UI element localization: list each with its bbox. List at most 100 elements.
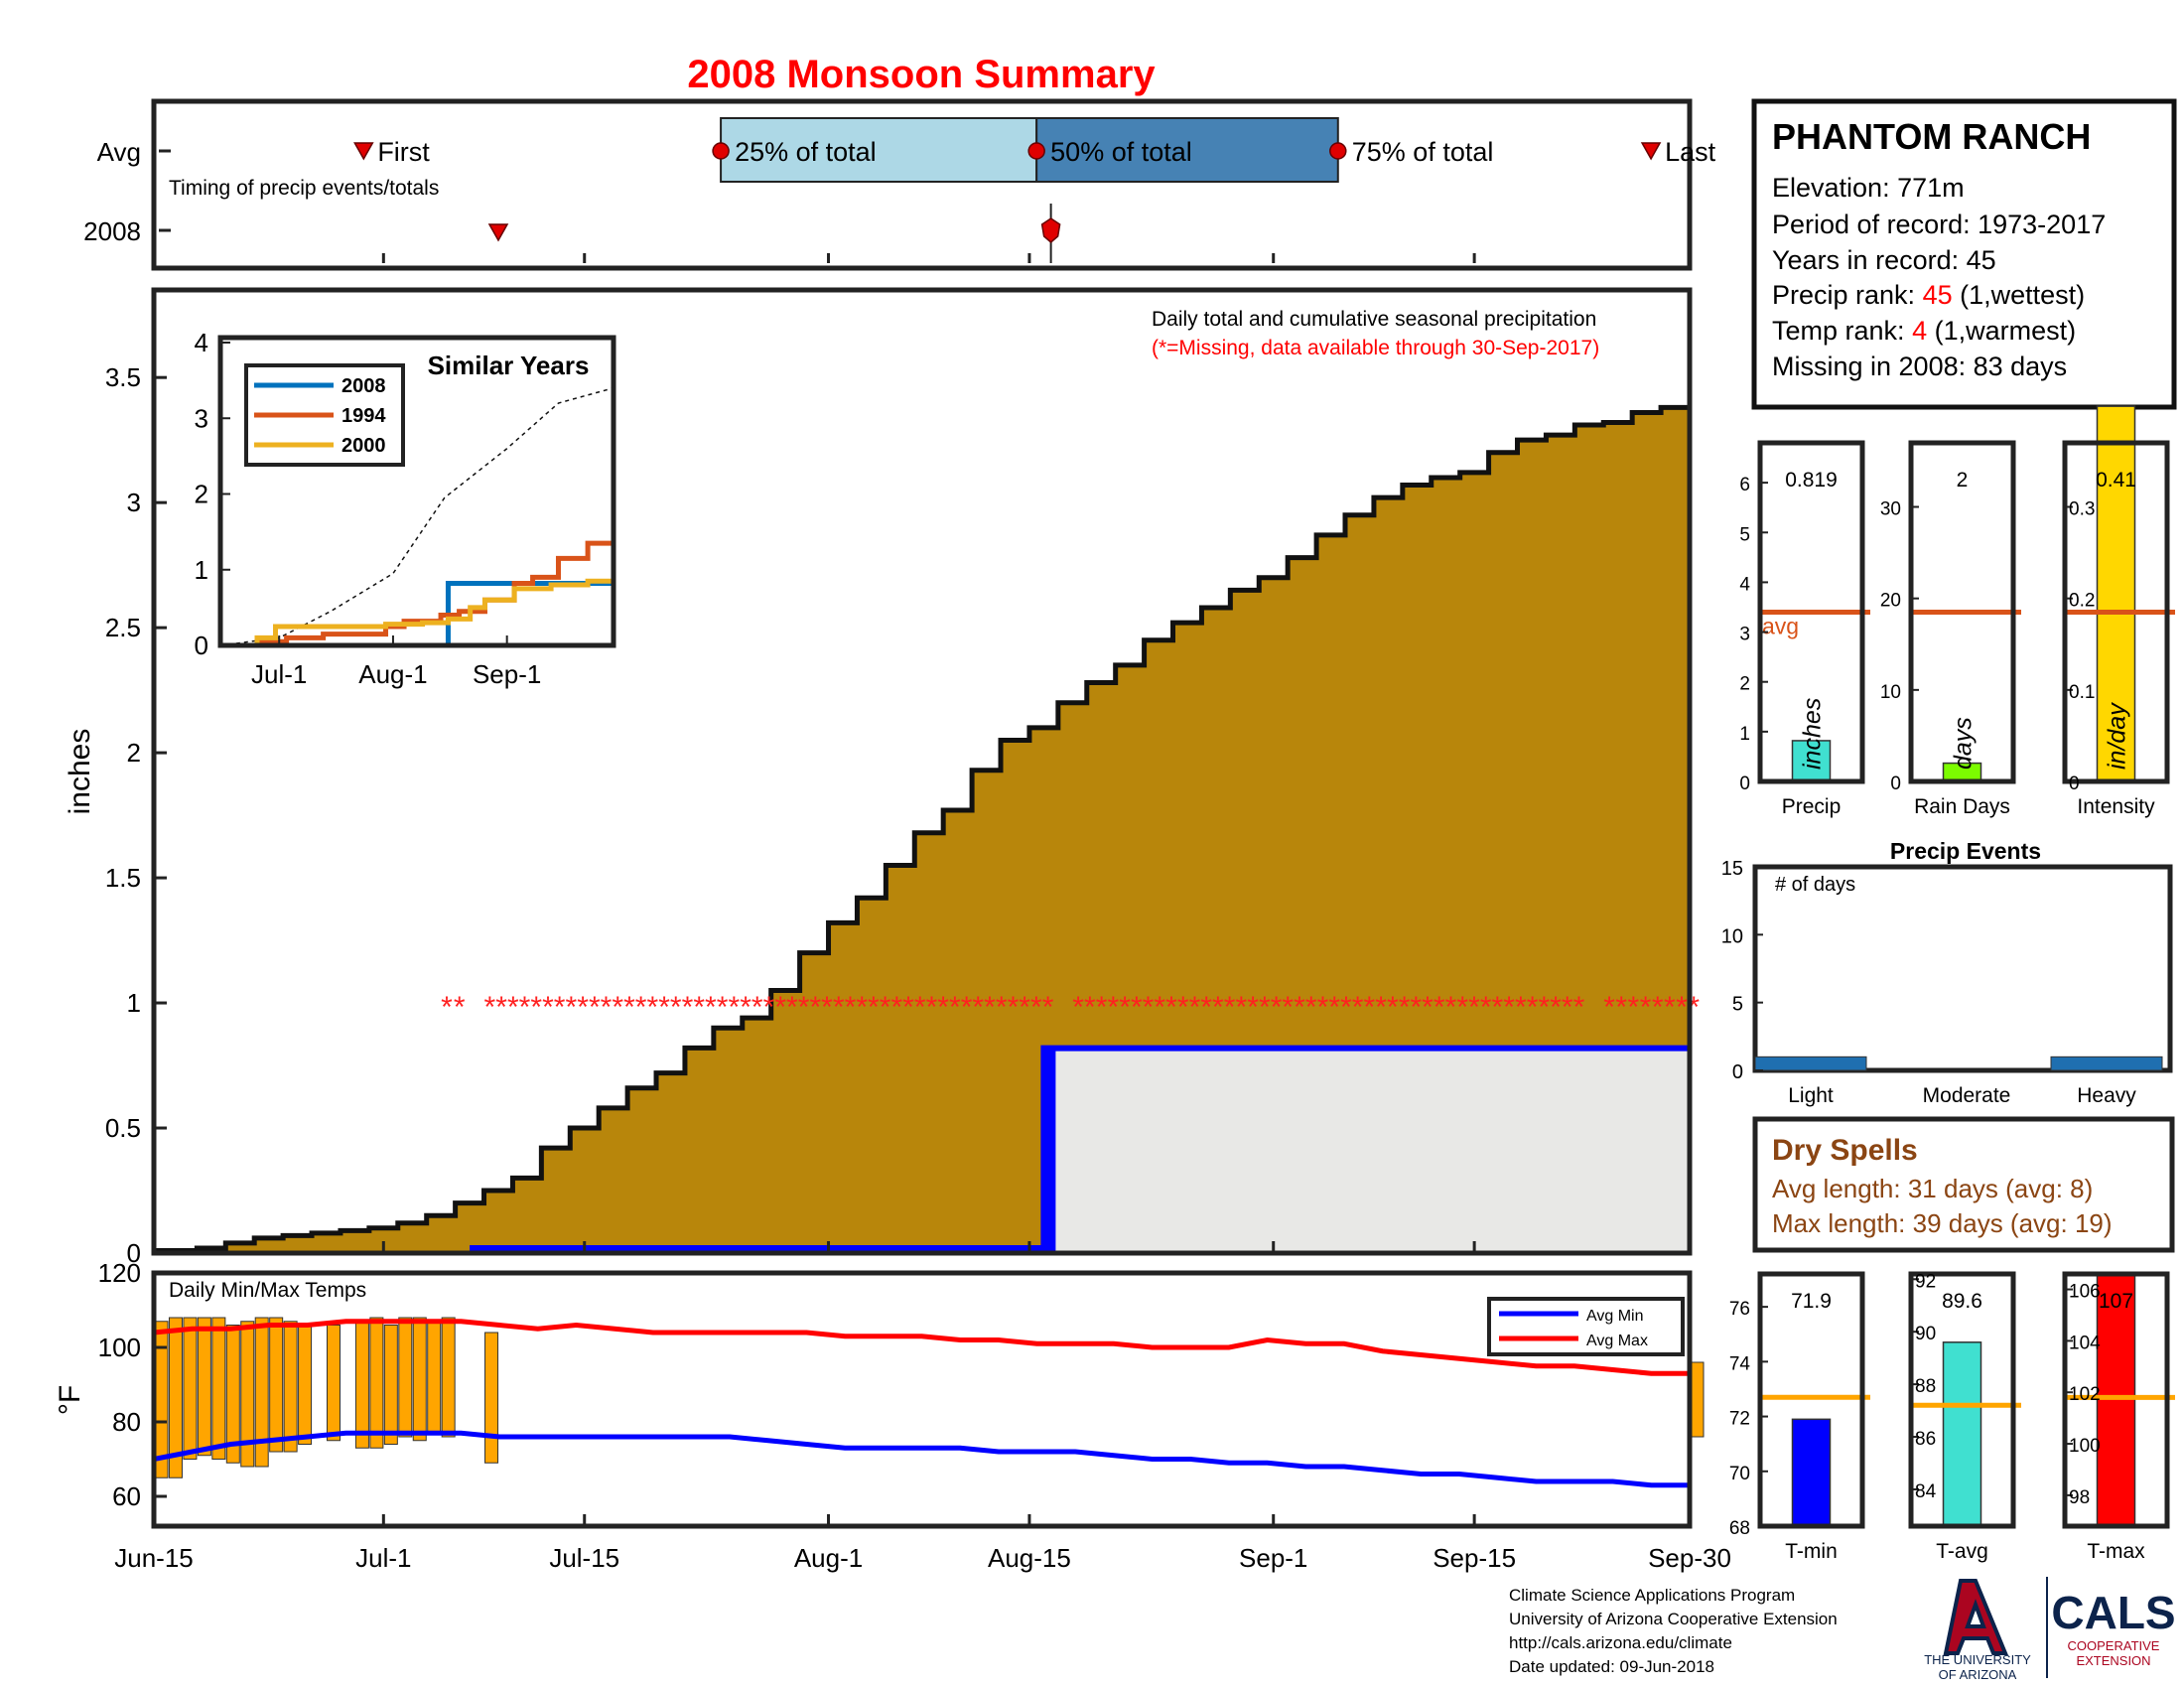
timing-first-label: First bbox=[377, 137, 430, 167]
station-years: Years in record: 45 bbox=[1772, 245, 1996, 275]
temps-ytick-label: 60 bbox=[112, 1481, 141, 1511]
temp-ytick-label: 88 bbox=[1915, 1376, 1936, 1397]
temp-ytick-label: 98 bbox=[2069, 1487, 2090, 1508]
events-frame bbox=[1752, 864, 2173, 1073]
temp-ytick-label: 70 bbox=[1729, 1464, 1750, 1484]
events-title: Precip Events bbox=[1890, 838, 2041, 864]
daily-temps-chart: Daily Min/Max Temps °F Avg Min Avg Max 6… bbox=[54, 1258, 1731, 1573]
temp-ytick-label: 90 bbox=[1915, 1324, 1936, 1344]
summary-bar-panels: 0.819 inches Precip avg 0 1 2 3 4 5 6 2 days Rain Day… bbox=[1739, 405, 2175, 818]
daily-temp-bar bbox=[412, 1317, 427, 1442]
daily-temp-bar bbox=[326, 1325, 341, 1442]
inset-series-1994 bbox=[220, 520, 616, 648]
daily-temp-bar bbox=[369, 1317, 384, 1449]
temps-caption: Daily Min/Max Temps bbox=[169, 1279, 366, 1302]
daily-temp-bar bbox=[1690, 1361, 1705, 1438]
figure-title: 2008 Monsoon Summary bbox=[687, 53, 1156, 96]
main-ylabel: inches bbox=[64, 729, 96, 815]
avg-first-marker-icon bbox=[353, 142, 374, 161]
year-p50-marker-icon bbox=[1040, 217, 1061, 243]
cals-logo: CALS COOPERATIVE EXTENSION bbox=[2051, 1587, 2175, 1668]
station-name: PHANTOM RANCH bbox=[1772, 116, 2091, 157]
daily-temp-bar bbox=[211, 1317, 226, 1460]
station-missing: Missing in 2008: 83 days bbox=[1772, 352, 2067, 381]
temp-ytick-label: 102 bbox=[2069, 1384, 2101, 1405]
temp-ytick-label: 100 bbox=[2069, 1436, 2101, 1457]
events-ytick-label: 0 bbox=[1732, 1061, 1743, 1083]
timing-box-25-50 bbox=[720, 117, 1038, 183]
cals-wordmark: CALS bbox=[2051, 1587, 2175, 1638]
precip-rank-value: 45 bbox=[1923, 280, 1953, 310]
temps-xtick-label: Aug-1 bbox=[794, 1543, 863, 1573]
temp-ytick-label: 92 bbox=[1915, 1271, 1936, 1292]
summary-xlabel: Precip bbox=[1782, 795, 1842, 818]
main-ytick-label: 1.5 bbox=[105, 863, 141, 893]
daily-temp-bar bbox=[298, 1325, 313, 1445]
temp-rank-label: Temp rank: bbox=[1772, 316, 1912, 346]
summary-panel-frame bbox=[2062, 440, 2170, 784]
avg-last-marker-icon bbox=[1640, 142, 1662, 161]
summary-ytick-label: 20 bbox=[1880, 591, 1901, 612]
temp-value-label: 71.9 bbox=[1791, 1290, 1832, 1313]
inset-ytick-label: 0 bbox=[195, 631, 208, 660]
temp-ytick-label: 106 bbox=[2069, 1282, 2101, 1303]
temps-xtick-label: Sep-30 bbox=[1648, 1543, 1731, 1573]
missing-days-markers: ******** bbox=[1603, 991, 1700, 1024]
timing-p50-label: 50% of total bbox=[1050, 137, 1192, 167]
main-ytick-label: 1 bbox=[127, 988, 141, 1018]
ua-line-2: OF ARIZONA bbox=[1939, 1667, 2017, 1682]
summary-ytick-label: 0.3 bbox=[2069, 499, 2095, 520]
footer-line-1: Climate Science Applications Program bbox=[1509, 1586, 1795, 1605]
year-cumulative-step bbox=[1043, 1048, 1056, 1253]
avg-p75-marker-icon bbox=[1329, 142, 1347, 160]
temps-legend-box bbox=[1487, 1297, 1685, 1356]
events-bar-Heavy bbox=[2050, 1055, 2163, 1071]
temps-xtick-label: Jul-1 bbox=[355, 1543, 411, 1573]
year-first-marker-icon bbox=[487, 223, 509, 242]
dry-avg: Avg length: 31 days (avg: 8) bbox=[1772, 1174, 2093, 1203]
temps-plot-frame bbox=[151, 1270, 1693, 1529]
summary-unit-label: in/day bbox=[2104, 702, 2131, 770]
temps-xtick-label: Aug-15 bbox=[988, 1543, 1071, 1573]
events-xlabel: Moderate bbox=[1923, 1084, 2011, 1107]
dry-title: Dry Spells bbox=[1772, 1134, 1918, 1167]
footer-line-4: Date updated: 09-Jun-2018 bbox=[1509, 1657, 1714, 1676]
temp-panel-frame bbox=[2062, 1271, 2170, 1529]
summary-value-label: 0.41 bbox=[2096, 469, 2136, 492]
main-ytick-label: 0 bbox=[127, 1238, 141, 1268]
summary-ytick-label: 4 bbox=[1739, 574, 1750, 595]
daily-temp-bar bbox=[398, 1317, 413, 1438]
footer-line-2: University of Arizona Cooperative Extens… bbox=[1509, 1610, 1838, 1628]
university-of-arizona-logo: THE UNIVERSITY OF ARIZONA bbox=[1924, 1579, 2031, 1682]
main-ytick-label: 3 bbox=[127, 488, 141, 517]
footer: Climate Science Applications Program Uni… bbox=[1509, 1577, 2176, 1682]
dry-max: Max length: 39 days (avg: 19) bbox=[1772, 1208, 2113, 1238]
temps-ytick-label: 120 bbox=[98, 1258, 141, 1288]
summary-bar-Precip bbox=[1791, 740, 1832, 782]
temp-value-label: 107 bbox=[2099, 1290, 2133, 1313]
temp-rank-suffix: (1,warmest) bbox=[1927, 316, 2076, 346]
station-elevation: Elevation: 771m bbox=[1772, 173, 1965, 203]
daily-temp-bar bbox=[427, 1321, 442, 1434]
summary-ytick-label: 3 bbox=[1739, 625, 1750, 645]
precip-events-chart: Precip Events # of days Light Moderate Hea… bbox=[1721, 838, 2173, 1107]
daily-temp-bar bbox=[225, 1325, 240, 1464]
events-xlabel: Heavy bbox=[2077, 1084, 2136, 1107]
temp-panel-frame bbox=[1908, 1271, 2016, 1529]
temp-rank-value: 4 bbox=[1912, 316, 1927, 346]
summary-ytick-label: 0.1 bbox=[2069, 682, 2095, 703]
summary-unit-label: days bbox=[1950, 717, 1978, 770]
temp-ytick-label: 74 bbox=[1729, 1353, 1751, 1374]
daily-temp-bar bbox=[441, 1317, 456, 1438]
temp-summary-panels: 71.9 T-min 68 70 72 74 76 89.6 T-avg 84 86 88 90 92 10… bbox=[1729, 1271, 2175, 1563]
cals-line-1: COOPERATIVE bbox=[2068, 1638, 2160, 1653]
daily-temp-bar bbox=[283, 1321, 298, 1453]
temps-xtick-label: Sep-1 bbox=[1239, 1543, 1307, 1573]
temp-xlabel: T-min bbox=[1785, 1540, 1838, 1563]
temp-ytick-label: 72 bbox=[1729, 1409, 1750, 1430]
summary-value-label: 0.819 bbox=[1785, 469, 1838, 492]
temp-xlabel: T-max bbox=[2087, 1540, 2145, 1563]
events-ytick-label: 5 bbox=[1732, 994, 1743, 1016]
events-ytick-label: 10 bbox=[1721, 925, 1743, 947]
summary-ytick-label: 10 bbox=[1880, 682, 1901, 703]
